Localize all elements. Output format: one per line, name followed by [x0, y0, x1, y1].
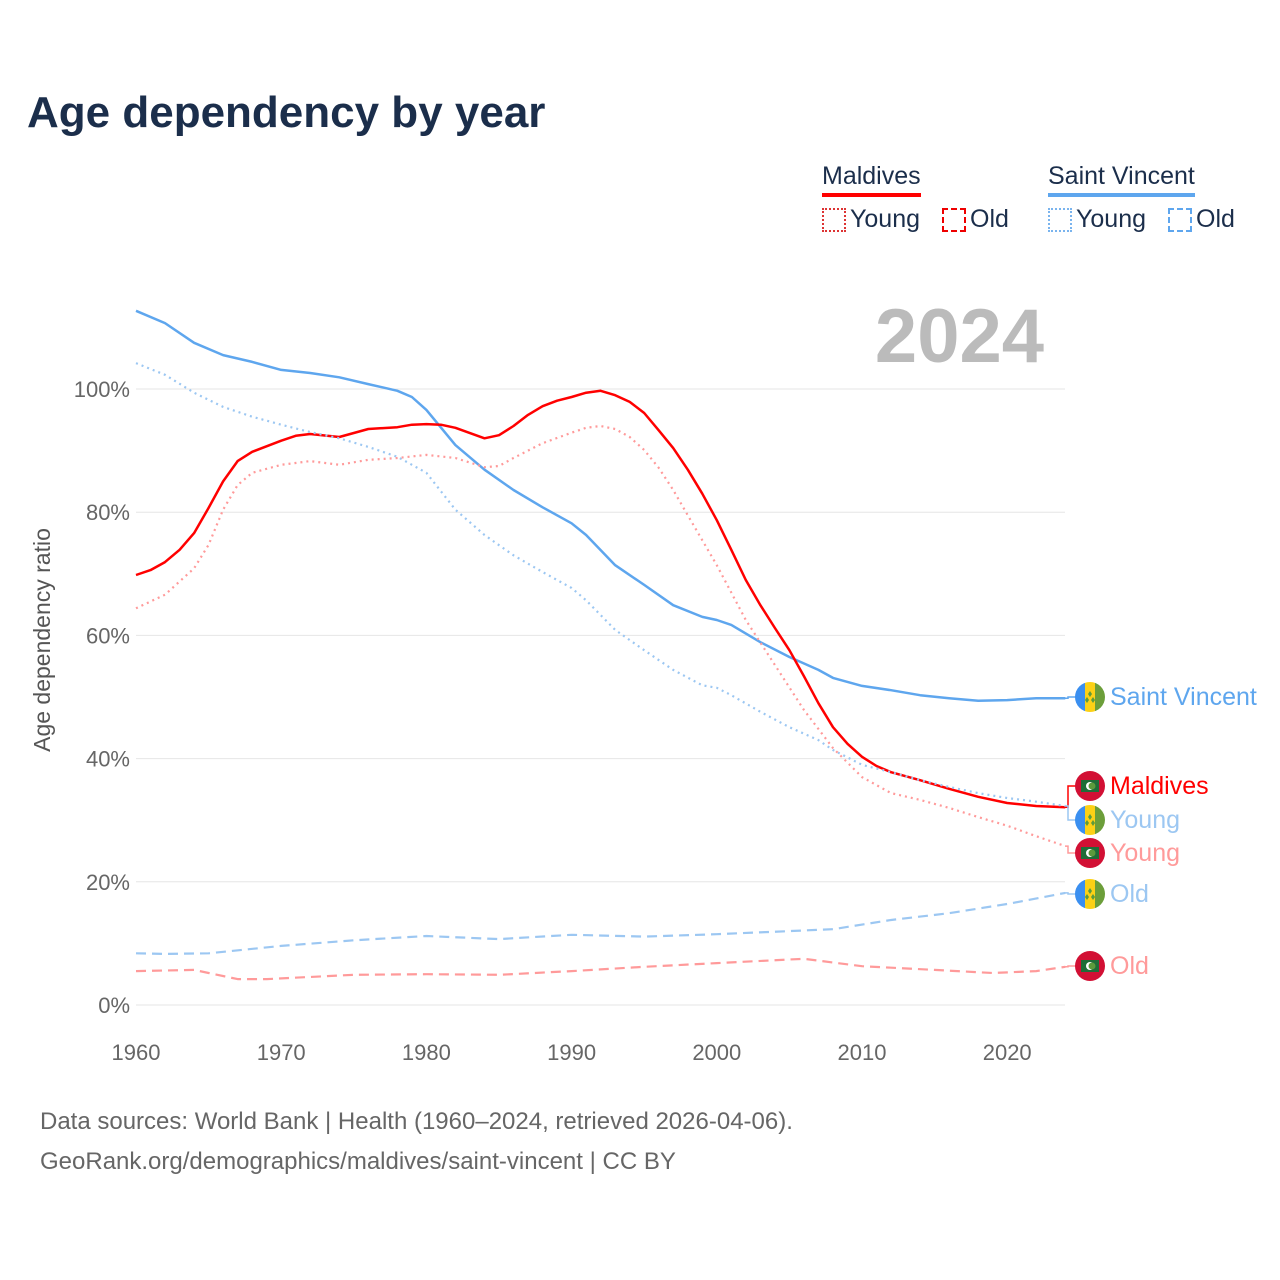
y-tick-label: 100% [74, 377, 130, 402]
end-label-maldives: Maldives [1065, 771, 1209, 809]
footer-sources: Data sources: World Bank | Health (1960–… [40, 1108, 793, 1135]
x-tick-label: 1980 [402, 1040, 451, 1065]
end-label-saint-vincent: Saint Vincent [1065, 682, 1257, 712]
maldives-flag-icon [1075, 771, 1105, 801]
y-tick-label: 40% [86, 747, 130, 772]
legend-item-saint-vincent-old: Old [1168, 205, 1235, 234]
x-tick-label: 1990 [547, 1040, 596, 1065]
y-tick-label: 0% [98, 993, 130, 1018]
legend-label: Old [970, 205, 1009, 233]
connector-line [1065, 805, 1076, 821]
end-label-text: Old [1110, 880, 1149, 908]
legend-group-saint-vincent: Saint Vincent [1048, 162, 1195, 197]
legend-label: Young [1076, 205, 1146, 233]
dashed-swatch-icon [942, 207, 966, 232]
end-label-text: Maldives [1110, 772, 1209, 800]
end-label-text: Old [1110, 952, 1149, 980]
maldives-flag-icon [1075, 951, 1105, 981]
x-tick-label: 1960 [112, 1040, 161, 1065]
saint-vincent-flag-icon [1075, 682, 1105, 712]
saint-vincent-flag-icon [1075, 879, 1105, 909]
legend-label: Young [850, 205, 920, 233]
connector-line [1065, 965, 1076, 968]
x-tick-label: 2020 [983, 1040, 1032, 1065]
series-line-maldives [135, 389, 1066, 809]
series-line-saint-vincent [135, 309, 1066, 702]
end-label-maldives-old: Old [1065, 951, 1149, 981]
chart-title: Age dependency by year [27, 88, 546, 137]
end-label-saint-vincent-old: Old [1065, 879, 1149, 909]
legend-item-maldives-old: Old [942, 205, 1009, 234]
legend-label: Old [1196, 205, 1235, 233]
y-tick-label: 60% [86, 623, 130, 648]
x-tick-label: 1970 [257, 1040, 306, 1065]
end-label-text: Young [1110, 806, 1180, 834]
end-label-saint-vincent-young: Young [1065, 805, 1180, 835]
dotted-swatch-icon [822, 207, 846, 232]
dashed-swatch-icon [1168, 207, 1192, 232]
series-line-maldives-old [135, 957, 1066, 981]
y-tick-label: 20% [86, 870, 130, 895]
saint-vincent-flag-icon [1075, 805, 1105, 835]
legend-group-maldives: Maldives [822, 162, 921, 197]
series-line-maldives-young [135, 424, 1066, 848]
y-tick-label: 80% [86, 500, 130, 525]
connector-line [1065, 892, 1076, 895]
series-line-saint-vincent-young [135, 362, 1066, 808]
end-label-text: Saint Vincent [1110, 683, 1257, 711]
x-tick-label: 2000 [692, 1040, 741, 1065]
y-axis-label: Age dependency ratio [29, 528, 55, 752]
connector-line [1065, 845, 1076, 854]
legend-item-maldives-young: Young [822, 205, 920, 234]
end-label-text: Young [1110, 839, 1180, 867]
footer-url: GeoRank.org/demographics/maldives/saint-… [40, 1148, 676, 1175]
connector-line [1065, 785, 1076, 809]
maldives-flag-icon [1075, 838, 1105, 868]
dotted-swatch-icon [1048, 207, 1072, 232]
end-label-maldives-young: Young [1065, 838, 1180, 868]
connector-line [1065, 696, 1076, 699]
year-watermark: 2024 [875, 294, 1044, 379]
series-line-saint-vincent-old [135, 891, 1066, 955]
legend-item-saint-vincent-young: Young [1048, 205, 1146, 234]
x-tick-label: 2010 [838, 1040, 887, 1065]
